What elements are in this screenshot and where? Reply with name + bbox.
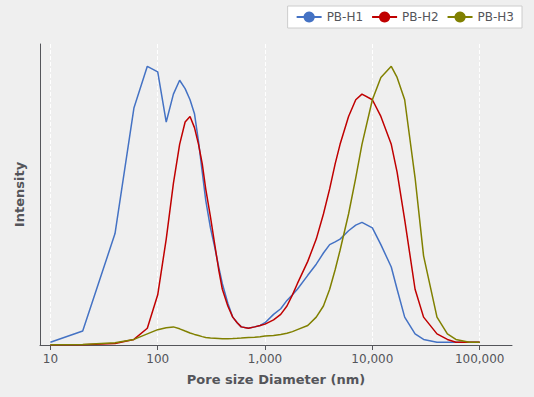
svg-text:PB-H2: PB-H2 [402,10,438,24]
svg-text:PB-H1: PB-H1 [327,10,363,24]
svg-text:100,000: 100,000 [455,352,505,366]
svg-text:PB-H3: PB-H3 [478,10,514,24]
svg-text:Intensity: Intensity [12,161,27,227]
svg-text:10,000: 10,000 [351,352,393,366]
svg-text:100: 100 [146,352,169,366]
svg-text:Pore size Diameter (nm): Pore size Diameter (nm) [187,372,365,387]
svg-text:1,000: 1,000 [248,352,282,366]
svg-text:10: 10 [43,352,58,366]
